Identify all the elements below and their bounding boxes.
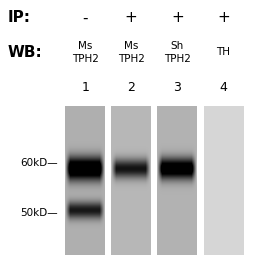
Text: WB:: WB: bbox=[8, 45, 42, 60]
Text: +: + bbox=[125, 10, 137, 25]
Text: +: + bbox=[171, 10, 184, 25]
Text: +: + bbox=[217, 10, 230, 25]
Text: 1: 1 bbox=[81, 81, 89, 93]
Text: -: - bbox=[82, 10, 88, 25]
Text: Ms
TPH2: Ms TPH2 bbox=[118, 41, 145, 64]
Text: 60kD—: 60kD— bbox=[20, 158, 58, 168]
Text: 3: 3 bbox=[173, 81, 181, 93]
Text: 2: 2 bbox=[127, 81, 135, 93]
Text: Ms
TPH2: Ms TPH2 bbox=[72, 41, 99, 64]
Text: Sh
TPH2: Sh TPH2 bbox=[164, 41, 191, 64]
Text: 4: 4 bbox=[219, 81, 227, 93]
Text: 50kD—: 50kD— bbox=[20, 208, 58, 218]
Text: TH: TH bbox=[216, 47, 230, 58]
Text: IP:: IP: bbox=[8, 10, 31, 25]
